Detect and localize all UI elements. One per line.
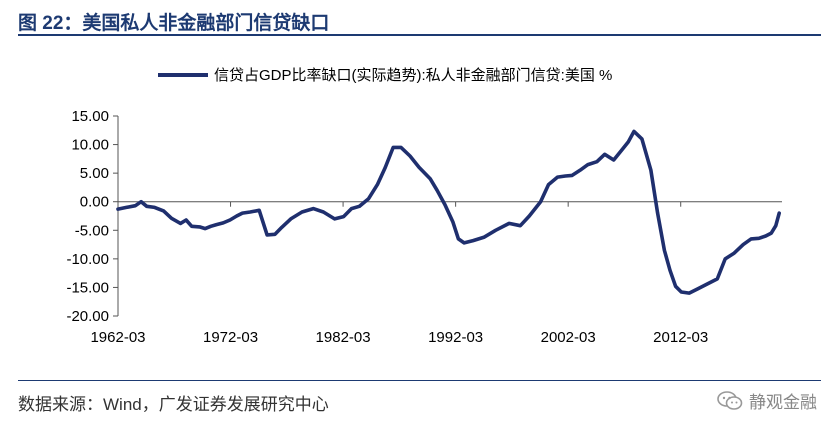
figure-title: 图 22：美国私人非金融部门信贷缺口 bbox=[18, 13, 330, 34]
y-tick-label: 15.00 bbox=[71, 108, 109, 125]
header-divider bbox=[18, 34, 821, 36]
x-tick-label: 1992-03 bbox=[428, 329, 483, 346]
legend-label: 信贷占GDP比率缺口(实际趋势):私人非金融部门信贷:美国 % bbox=[214, 67, 612, 84]
wechat-icon bbox=[717, 390, 743, 410]
x-tick-label: 2002-03 bbox=[541, 329, 596, 346]
y-tick-label: 5.00 bbox=[80, 165, 109, 182]
x-tick-label: 1982-03 bbox=[316, 329, 371, 346]
footer-divider bbox=[18, 380, 821, 381]
figure-header: 图 22：美国私人非金融部门信贷缺口 bbox=[18, 4, 821, 36]
y-tick-label: 0.00 bbox=[80, 194, 109, 211]
figure-footer: 数据来源：Wind，广发证券发展研究中心 静观金融 bbox=[18, 380, 821, 420]
watermark-text: 静观金融 bbox=[749, 393, 817, 412]
line-chart: 15.00 10.00 5.00 0.00 -5.00 -10.00 -15.00 -20.0… bbox=[66, 67, 782, 346]
y-tick-label: -20.00 bbox=[66, 308, 109, 325]
series-line bbox=[116, 129, 782, 295]
x-tick-label: 1962-03 bbox=[90, 329, 145, 346]
y-tick-label: -10.00 bbox=[66, 251, 109, 268]
y-tick-label: 10.00 bbox=[71, 137, 109, 154]
source-note: 数据来源：Wind，广发证券发展研究中心 bbox=[18, 395, 329, 414]
y-tick-label: -5.00 bbox=[75, 222, 109, 239]
x-tick-label: 1972-03 bbox=[203, 329, 258, 346]
watermark: 静观金融 bbox=[717, 388, 817, 413]
y-tick-label: -15.00 bbox=[66, 279, 109, 296]
x-tick-label: 2012-03 bbox=[653, 329, 708, 346]
